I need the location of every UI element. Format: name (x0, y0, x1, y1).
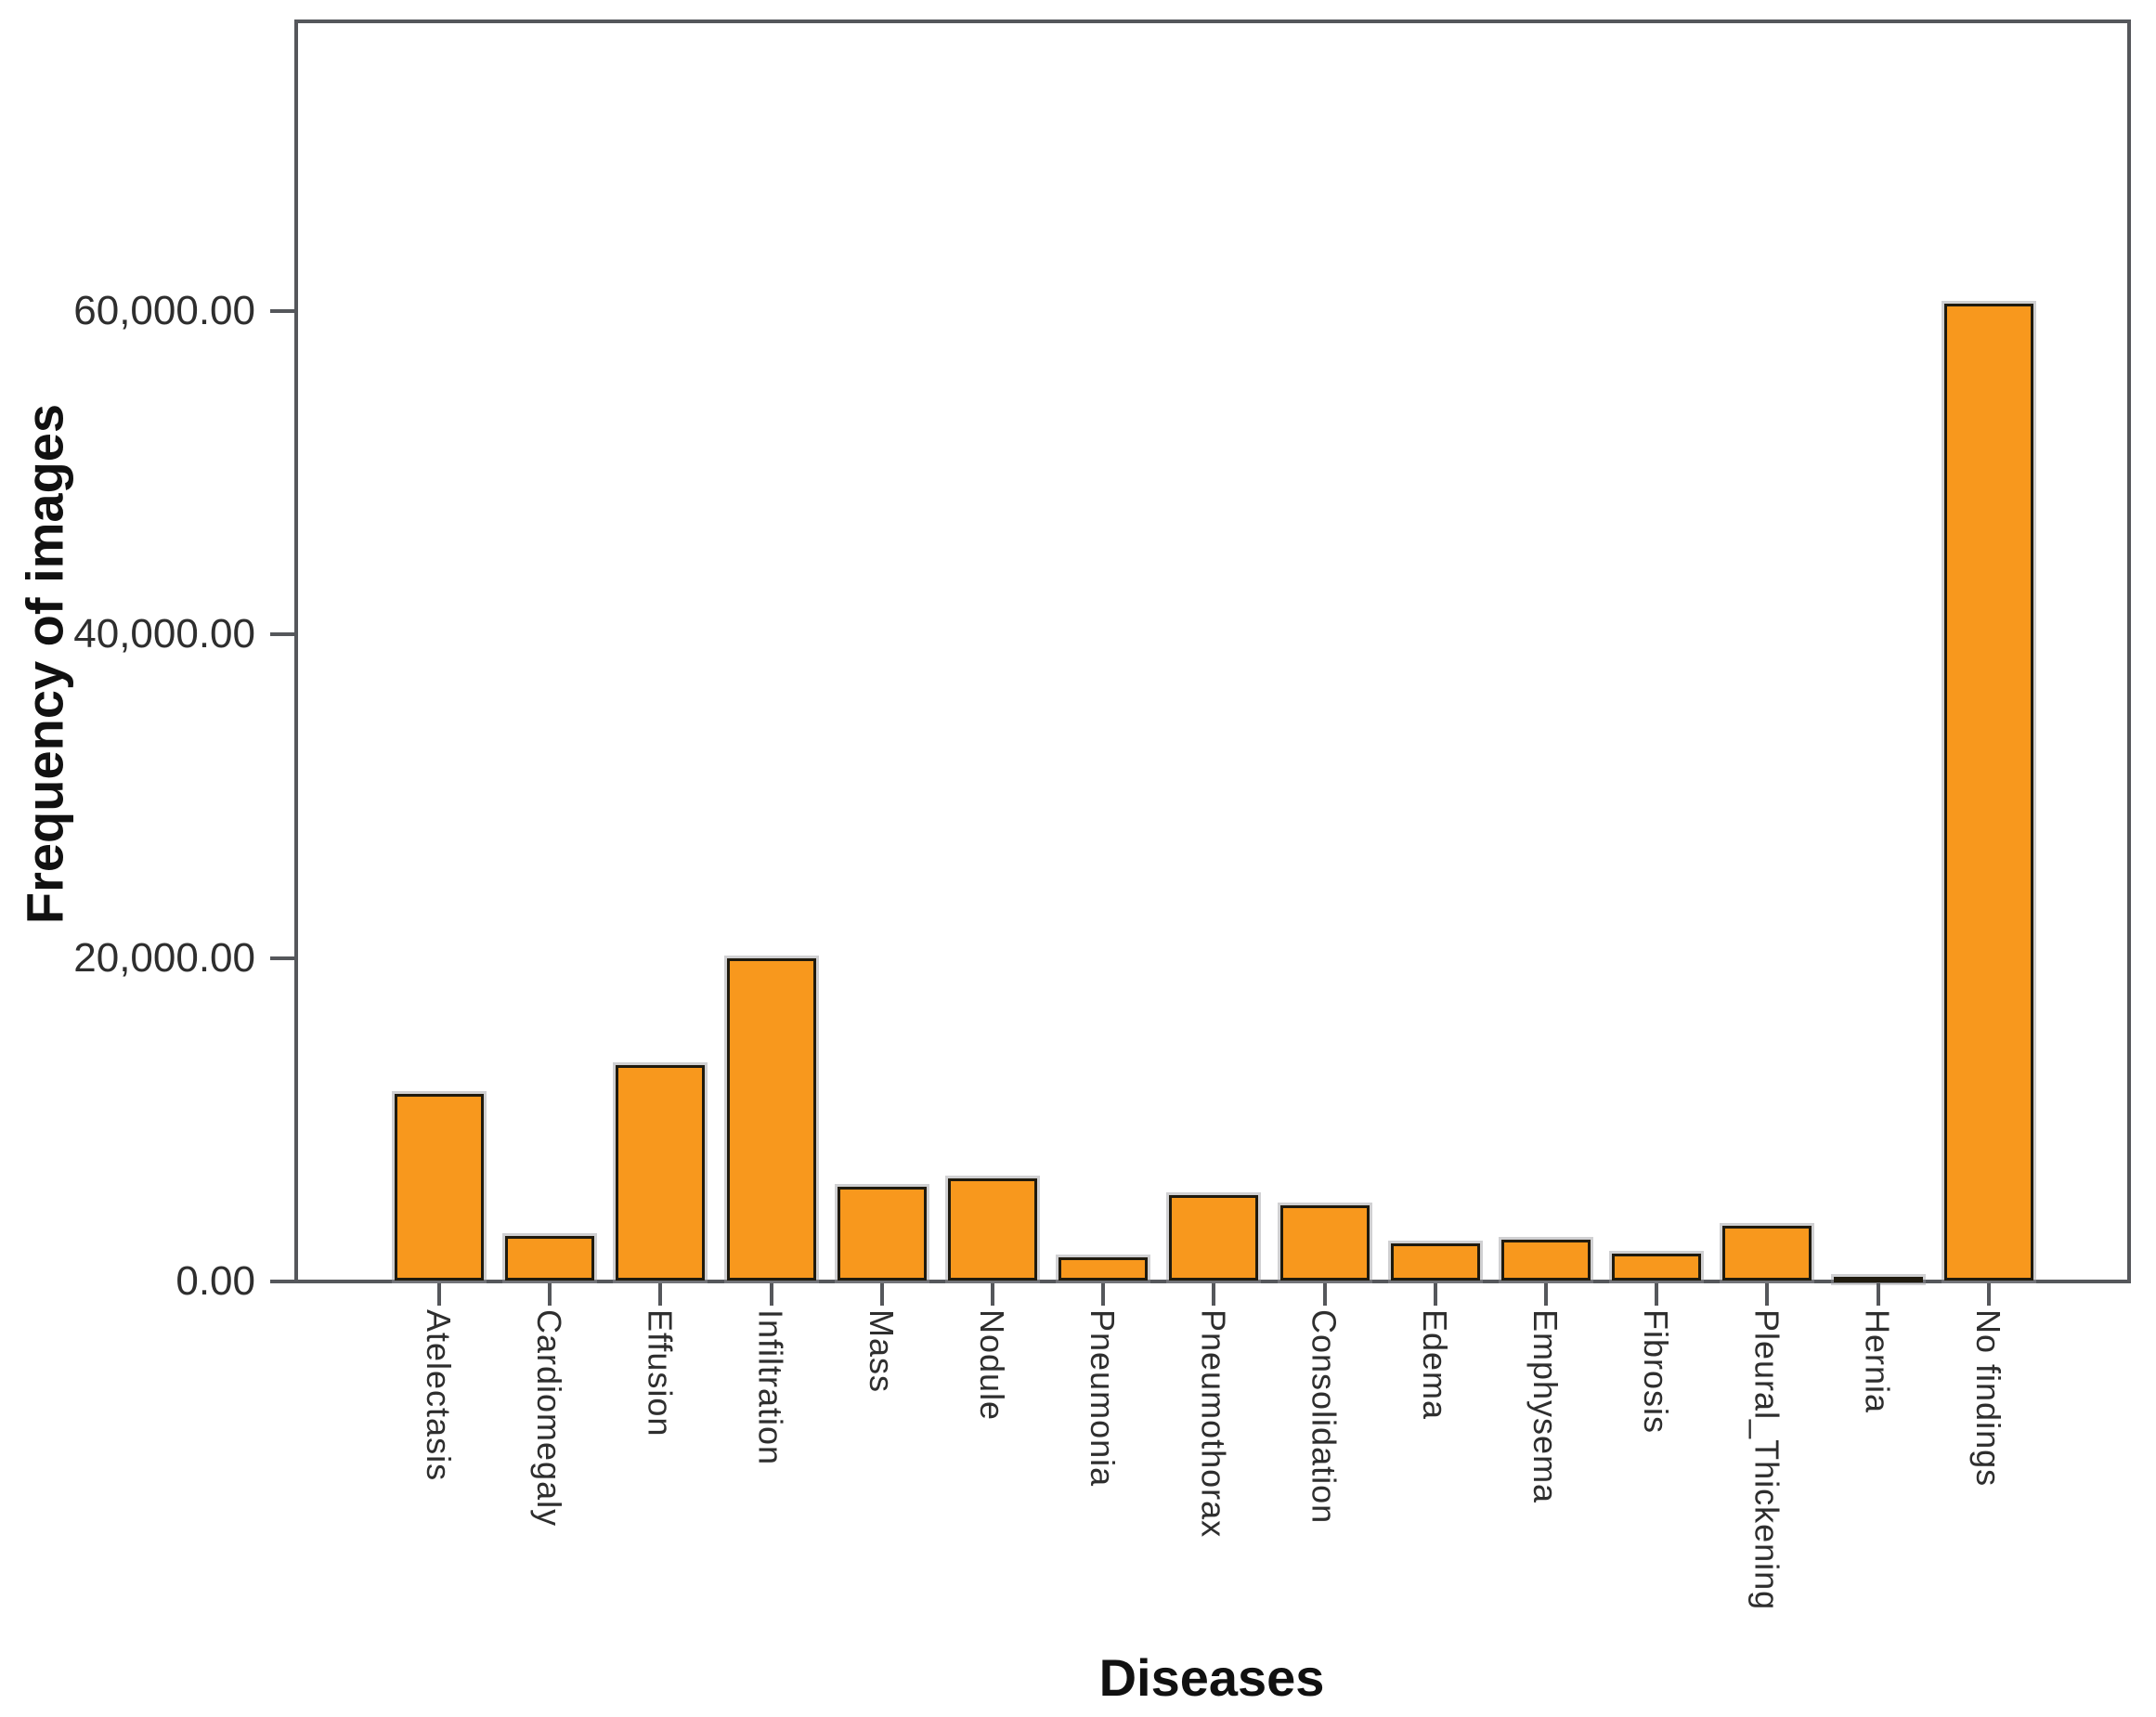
bar-hernia (1834, 1277, 1923, 1282)
x-tick-label: Effusion (641, 1309, 680, 1437)
y-tick (270, 308, 294, 313)
y-tick-label: 0.00 (175, 1258, 255, 1304)
x-tick (1876, 1283, 1880, 1306)
x-tick (1655, 1283, 1659, 1306)
x-tick-label: Consolidation (1305, 1309, 1344, 1525)
x-tick (1544, 1283, 1548, 1306)
y-axis-title: Frequency of images (15, 403, 74, 925)
y-tick (270, 632, 294, 637)
x-tick-label: Infiltration (751, 1309, 790, 1466)
x-tick (1765, 1283, 1770, 1306)
y-tick-label: 40,000.00 (73, 611, 255, 657)
bar-nodule (948, 1178, 1037, 1281)
bar-pneumothorax (1169, 1195, 1258, 1281)
bar-pneumonia (1059, 1257, 1148, 1281)
bar-no-findings (1944, 304, 2033, 1281)
x-tick (769, 1283, 773, 1306)
x-tick-label: Atelectasis (420, 1309, 458, 1482)
bar-fibrosis (1612, 1254, 1701, 1281)
y-tick (270, 1280, 294, 1283)
y-tick-label: 20,000.00 (73, 934, 255, 981)
x-tick-label: Emphysema (1526, 1309, 1565, 1504)
x-tick (1322, 1283, 1327, 1306)
bar-edema (1391, 1243, 1480, 1281)
bar-cardiomegaly (505, 1236, 594, 1281)
x-tick (548, 1283, 552, 1306)
x-tick (991, 1283, 994, 1306)
y-tick-label: 60,000.00 (73, 287, 255, 333)
x-tick-label: Hernia (1858, 1309, 1897, 1414)
x-tick (437, 1283, 441, 1306)
x-tick-label: Pneumothorax (1194, 1309, 1233, 1539)
x-axis-title: Diseases (1098, 1648, 1325, 1707)
x-tick (658, 1283, 663, 1306)
bar-effusion (616, 1065, 705, 1281)
x-tick (879, 1283, 884, 1306)
x-tick (1101, 1283, 1106, 1306)
x-tick-label: Pleural_Thickening (1747, 1309, 1786, 1611)
x-tick-label: No findings (1968, 1309, 2007, 1488)
x-tick-label: Nodule (973, 1309, 1011, 1422)
x-tick (1433, 1283, 1437, 1306)
x-tick-label: Cardiomegaly (530, 1309, 569, 1528)
y-tick (270, 956, 294, 960)
x-tick (1212, 1283, 1216, 1306)
bar-mass (838, 1187, 927, 1281)
x-tick-label: Fibrosis (1637, 1309, 1676, 1435)
x-tick-label: Mass (862, 1309, 901, 1394)
bar-atelectasis (395, 1094, 484, 1281)
bar-consolidation (1280, 1205, 1370, 1281)
plot-area (294, 20, 2131, 1283)
x-tick (1986, 1283, 1991, 1306)
bar-emphysema (1501, 1240, 1591, 1281)
x-tick-label: Edema (1415, 1309, 1454, 1421)
bar-infiltration (727, 958, 816, 1281)
bar-pleural-thickening (1722, 1226, 1812, 1281)
x-tick-label: Pneumonia (1084, 1309, 1123, 1488)
